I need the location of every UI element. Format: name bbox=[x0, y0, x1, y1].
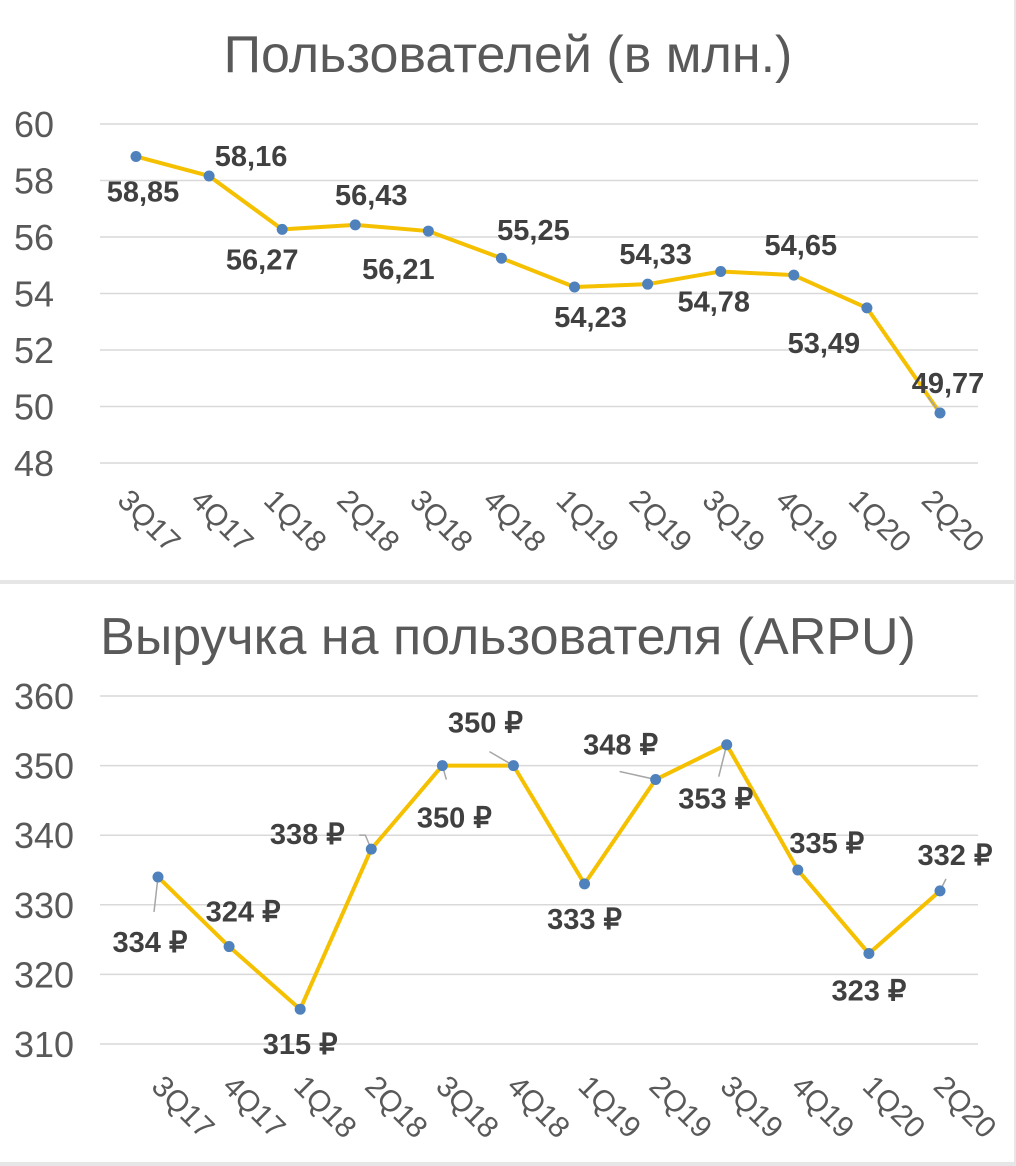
y-tick-label: 58 bbox=[14, 161, 54, 202]
x-tick-label: 1Q20 bbox=[856, 1070, 931, 1145]
data-point bbox=[863, 948, 875, 960]
data-point bbox=[861, 302, 873, 314]
data-point bbox=[579, 878, 591, 890]
data-point bbox=[715, 265, 727, 277]
data-point bbox=[495, 252, 507, 264]
data-label: 54,65 bbox=[765, 230, 838, 262]
data-point bbox=[934, 407, 946, 419]
data-label: 58,16 bbox=[215, 141, 288, 173]
y-tick-label: 60 bbox=[14, 104, 54, 145]
x-tick-label: 1Q19 bbox=[550, 484, 625, 559]
data-label: 338 ₽ bbox=[270, 819, 345, 851]
data-point bbox=[792, 864, 804, 876]
data-label: 54,78 bbox=[677, 286, 750, 318]
x-tick-label: 3Q17 bbox=[145, 1070, 220, 1145]
x-tick-label: 2Q19 bbox=[643, 1070, 718, 1145]
data-point bbox=[721, 739, 733, 751]
data-point bbox=[569, 281, 581, 293]
data-label: 315 ₽ bbox=[263, 1029, 338, 1061]
data-label: 53,49 bbox=[788, 328, 861, 360]
data-label: 56,43 bbox=[335, 180, 408, 212]
x-tick-label: 3Q17 bbox=[111, 484, 186, 559]
data-label: 54,23 bbox=[554, 302, 627, 334]
x-tick-label: 2Q18 bbox=[330, 484, 405, 559]
x-tick-label: 3Q18 bbox=[403, 484, 478, 559]
arpu-chart: Выручка на пользователя (ARPU) 360 350 340… bbox=[14, 608, 1002, 1145]
x-tick-label: 3Q19 bbox=[696, 484, 771, 559]
data-point bbox=[507, 760, 519, 772]
data-label: 56,27 bbox=[226, 244, 299, 276]
y-tick-label: 340 bbox=[14, 815, 74, 856]
data-label: 353 ₽ bbox=[678, 784, 753, 816]
data-point bbox=[349, 219, 361, 231]
chart-title: Пользователей (в млн.) bbox=[224, 26, 793, 84]
x-tick-label: 1Q18 bbox=[287, 1070, 362, 1145]
y-tick-label: 48 bbox=[14, 443, 54, 484]
y-tick-label: 56 bbox=[14, 217, 54, 258]
x-tick-label: 2Q19 bbox=[623, 484, 698, 559]
data-label: 350 ₽ bbox=[417, 803, 492, 835]
x-tick-label: 4Q17 bbox=[216, 1070, 291, 1145]
y-tick-label: 360 bbox=[14, 676, 74, 717]
x-tick-label: 4Q18 bbox=[477, 484, 552, 559]
x-tick-label: 3Q18 bbox=[429, 1070, 504, 1145]
data-label: 49,77 bbox=[912, 368, 985, 400]
x-tick-label: 3Q19 bbox=[714, 1070, 789, 1145]
data-label: 56,21 bbox=[362, 254, 435, 286]
x-tick-label: 1Q19 bbox=[572, 1070, 647, 1145]
data-label: 350 ₽ bbox=[448, 708, 523, 740]
data-label: 348 ₽ bbox=[583, 730, 658, 762]
y-tick-label: 52 bbox=[14, 330, 54, 371]
arpu-chart-panel: Выручка на пользователя (ARPU) 360 350 340… bbox=[0, 584, 1014, 1162]
data-point bbox=[788, 269, 800, 281]
data-point bbox=[152, 871, 164, 883]
data-point bbox=[130, 150, 142, 162]
x-tick-label: 4Q19 bbox=[769, 484, 844, 559]
x-tick-label: 4Q17 bbox=[184, 484, 259, 559]
users-chart: Пользователей (в млн.) 60 58 56 54 52 50 48 3Q1… bbox=[14, 26, 990, 559]
data-label: 334 ₽ bbox=[113, 927, 188, 959]
data-label: 324 ₽ bbox=[206, 897, 281, 929]
y-tick-label: 330 bbox=[14, 885, 74, 926]
data-point bbox=[276, 223, 288, 235]
y-tick-label: 54 bbox=[14, 274, 54, 315]
data-point bbox=[223, 941, 235, 953]
data-label: 332 ₽ bbox=[918, 840, 993, 872]
data-point bbox=[650, 774, 662, 786]
x-tick-label: 2Q20 bbox=[915, 484, 990, 559]
data-point bbox=[422, 225, 434, 237]
data-point bbox=[365, 843, 377, 855]
data-label: 54,33 bbox=[619, 239, 692, 271]
data-label: 58,85 bbox=[107, 176, 180, 208]
y-tick-label: 50 bbox=[14, 387, 54, 428]
x-tick-label: 1Q20 bbox=[842, 484, 917, 559]
data-point bbox=[203, 170, 215, 182]
y-tick-label: 350 bbox=[14, 746, 74, 787]
data-label: 333 ₽ bbox=[547, 904, 622, 936]
x-tick-label: 4Q19 bbox=[785, 1070, 860, 1145]
data-point bbox=[934, 885, 946, 897]
leader-line bbox=[619, 770, 656, 781]
data-label: 323 ₽ bbox=[831, 976, 906, 1008]
leader-line bbox=[153, 876, 159, 913]
x-tick-label: 2Q18 bbox=[358, 1070, 433, 1145]
users-chart-panel: Пользователей (в млн.) 60 58 56 54 52 50 48 3Q1… bbox=[0, 0, 1014, 580]
data-label: 55,25 bbox=[497, 215, 570, 247]
y-tick-label: 310 bbox=[14, 1024, 74, 1065]
series-line bbox=[156, 742, 942, 1012]
y-tick-label: 320 bbox=[14, 954, 74, 995]
data-point bbox=[294, 1003, 306, 1015]
data-point bbox=[642, 278, 654, 290]
data-point bbox=[436, 760, 448, 772]
data-label: 335 ₽ bbox=[789, 828, 864, 860]
x-tick-label: 1Q18 bbox=[257, 484, 332, 559]
chart-title: Выручка на пользователя (ARPU) bbox=[100, 608, 916, 666]
x-tick-label: 4Q18 bbox=[501, 1070, 576, 1145]
series-line bbox=[135, 154, 942, 415]
x-tick-label: 2Q20 bbox=[927, 1070, 1002, 1145]
